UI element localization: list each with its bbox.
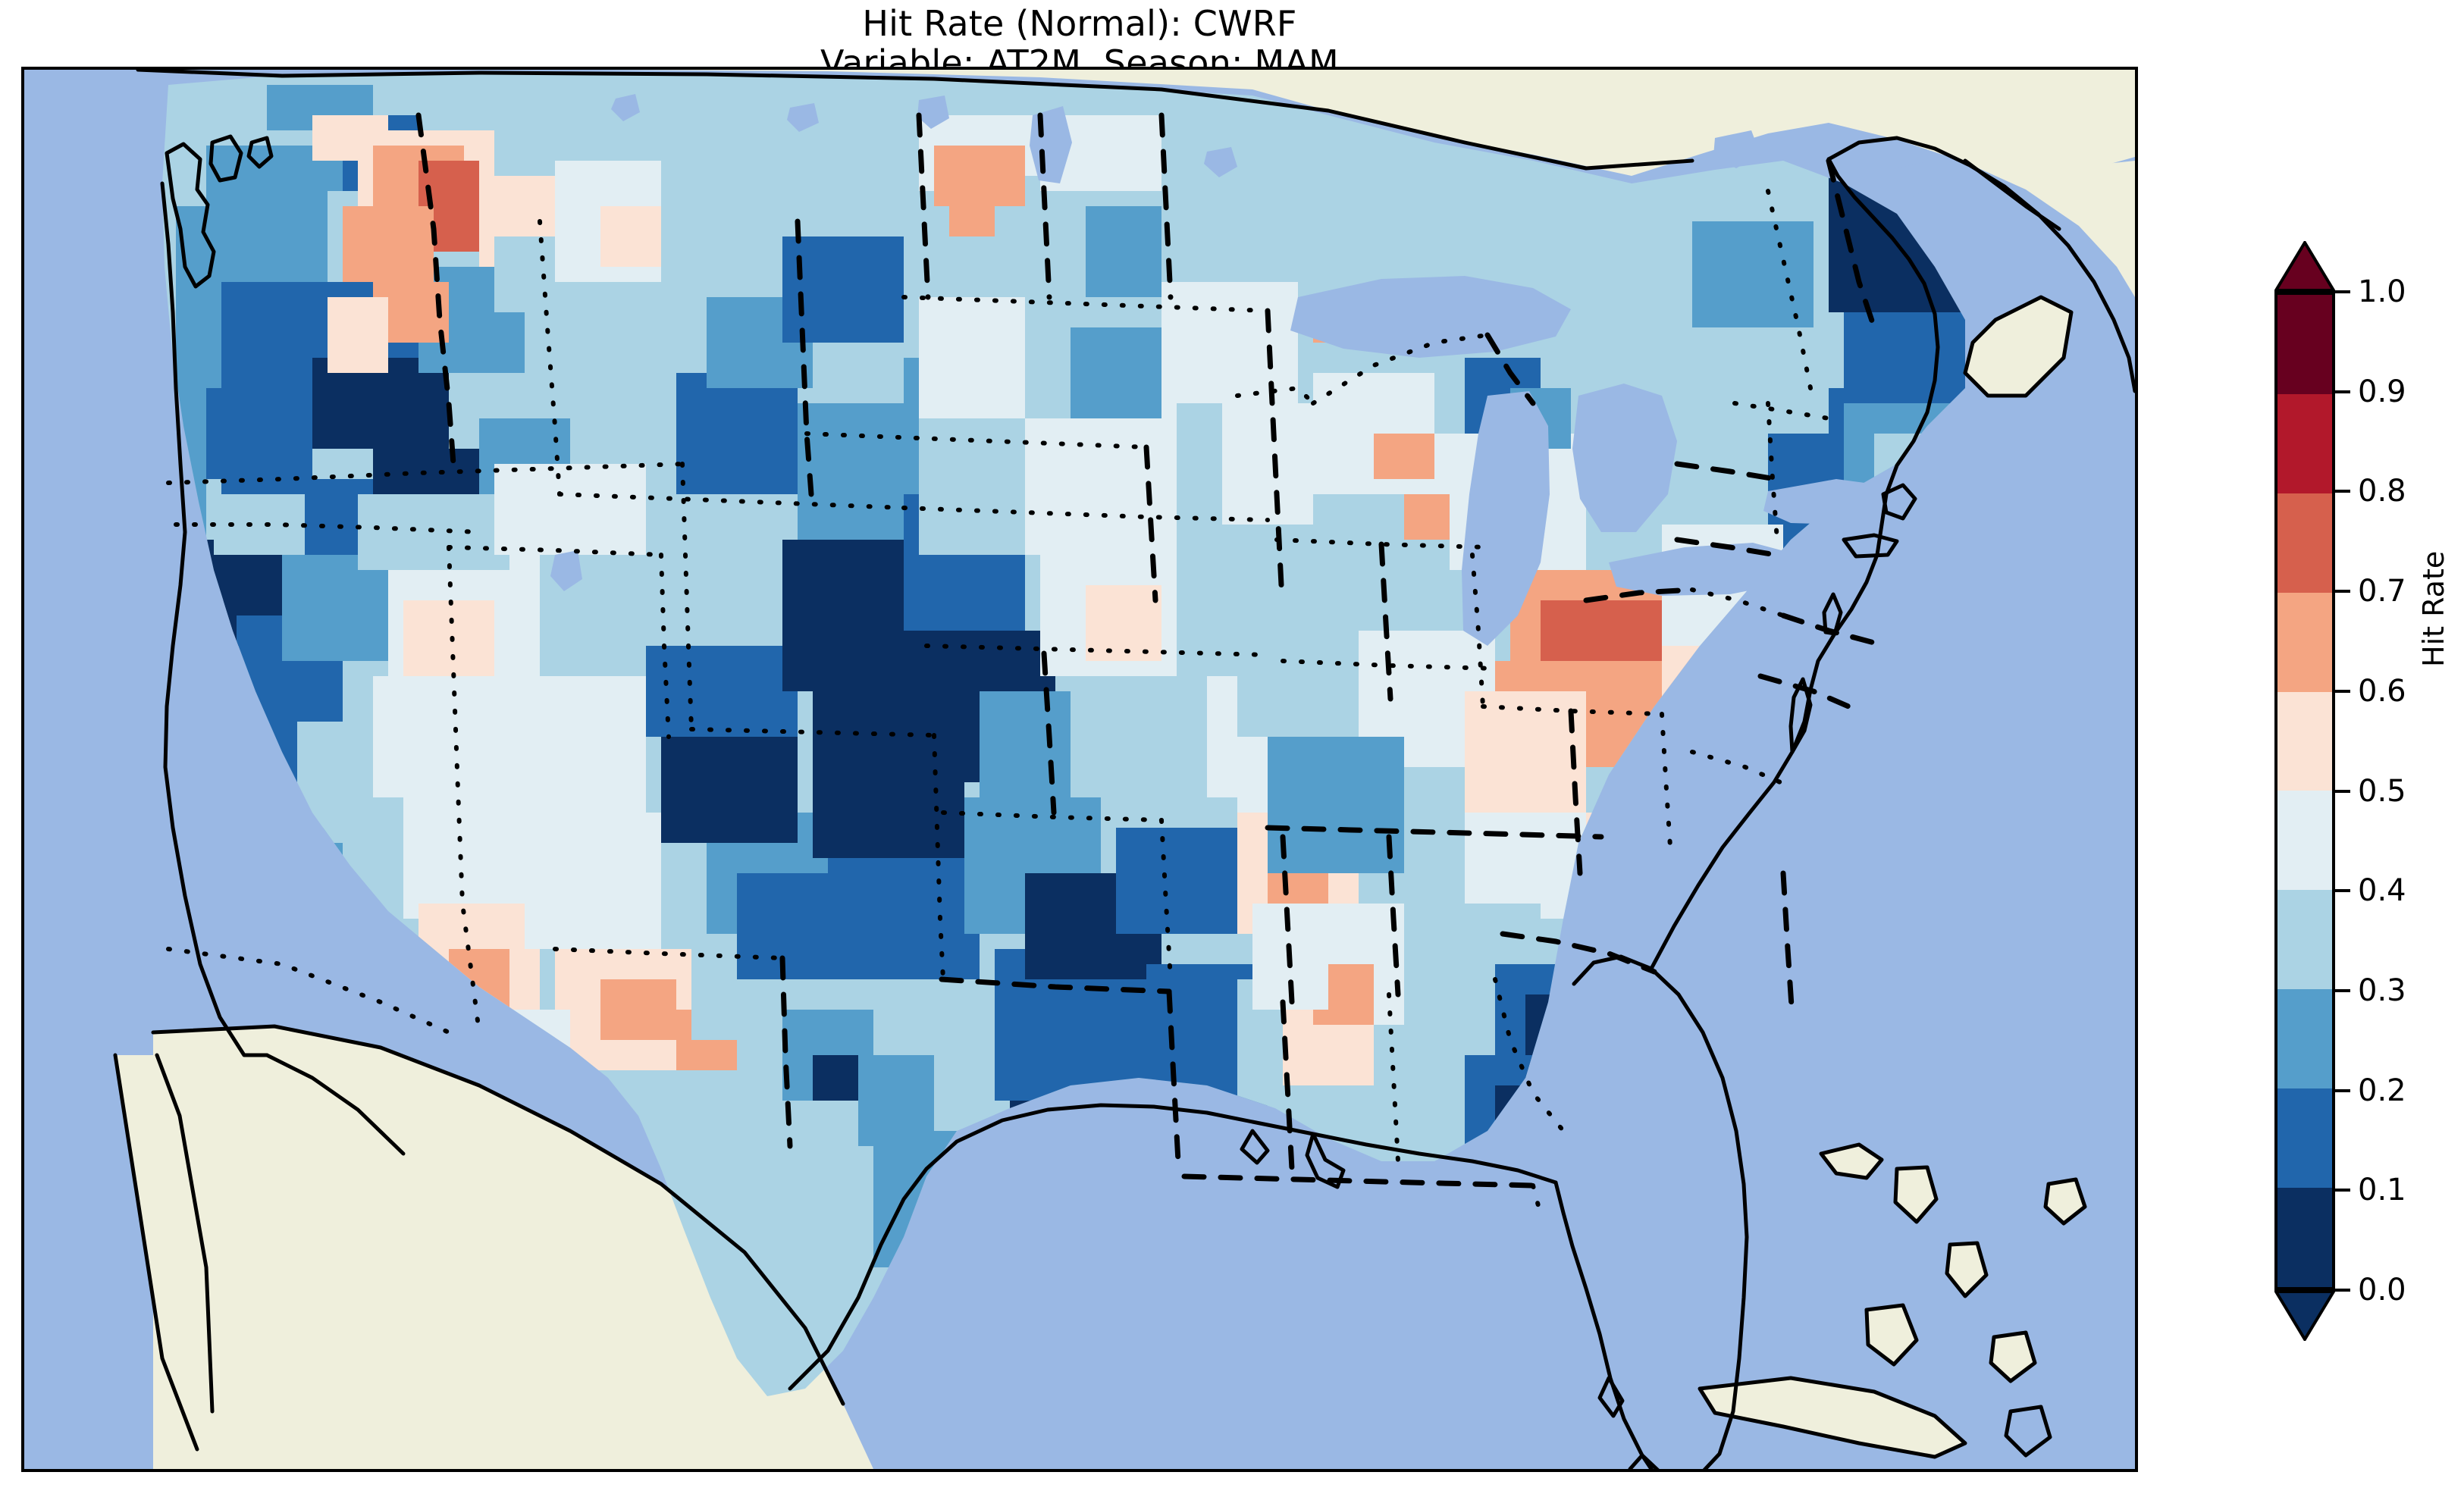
colorbar-bands (2274, 292, 2335, 1290)
tick-mark (2335, 490, 2350, 493)
colorbar-tick-0.2: 0.2 (2335, 1073, 2406, 1108)
tick-mark (2335, 1189, 2350, 1192)
colorbar-band-0.4-0.5 (2277, 791, 2332, 891)
coastline (113, 70, 2135, 1469)
colorbar-tick-0.0: 0.0 (2335, 1273, 2406, 1308)
colorbar-band-0.8-0.9 (2277, 393, 2332, 493)
colorbar-tick-0.5: 0.5 (2335, 774, 2406, 809)
tick-mark (2335, 689, 2350, 693)
tick-mark (2335, 1088, 2350, 1092)
colorbar-band-0.2-0.3 (2277, 989, 2332, 1089)
map-canvas: .coast{fill:none;stroke:#000;stroke-widt… (24, 70, 2135, 1469)
colorbar-band-0.1-0.2 (2277, 1088, 2332, 1189)
tick-mark (2335, 1289, 2350, 1292)
tick-mark (2335, 290, 2350, 293)
colorbar-tick-0.8: 0.8 (2335, 474, 2406, 509)
tick-mark (2335, 889, 2350, 893)
colorbar-band-0.9-1.0 (2277, 295, 2332, 394)
colorbar-band-0.7-0.8 (2277, 493, 2332, 593)
colorbar-band-0.6-0.7 (2277, 592, 2332, 692)
colorbar-tick-0.9: 0.9 (2335, 374, 2406, 409)
colorbar-ticks: 1.0 0.9 0.8 0.7 0.6 0.5 0.4 0.3 0.2 0. (2335, 274, 2441, 1308)
tick-mark (2335, 789, 2350, 793)
colorbar-tick-1.0: 1.0 (2335, 274, 2406, 309)
colorbar-extend-min-arrow (2274, 1290, 2335, 1341)
colorbar-tick-0.4: 0.4 (2335, 873, 2406, 908)
state-borders (166, 112, 1877, 1217)
map-axes: .coast{fill:none;stroke:#000;stroke-widt… (21, 67, 2138, 1472)
colorbar-axis-label: Hit Rate (2417, 550, 2450, 667)
title-line-1: Hit Rate (Normal): CWRF (862, 3, 1297, 44)
colorbar: 1.0 0.9 0.8 0.7 0.6 0.5 0.4 0.3 0.2 0. (2274, 241, 2406, 1341)
colorbar-tick-0.7: 0.7 (2335, 574, 2406, 609)
tick-mark (2335, 590, 2350, 594)
colorbar-tick-0.3: 0.3 (2335, 973, 2406, 1008)
colorbar-extend-max-arrow (2274, 241, 2335, 292)
colorbar-tick-0.6: 0.6 (2335, 674, 2406, 709)
colorbar-band-0.5-0.6 (2277, 691, 2332, 791)
tick-mark (2335, 988, 2350, 992)
colorbar-band-0.3-0.4 (2277, 890, 2332, 990)
tick-mark (2335, 390, 2350, 393)
colorbar-tick-0.1: 0.1 (2335, 1173, 2406, 1207)
map-svg: .coast{fill:none;stroke:#000;stroke-widt… (24, 70, 2135, 1469)
colorbar-band-0.0-0.1 (2277, 1188, 2332, 1287)
